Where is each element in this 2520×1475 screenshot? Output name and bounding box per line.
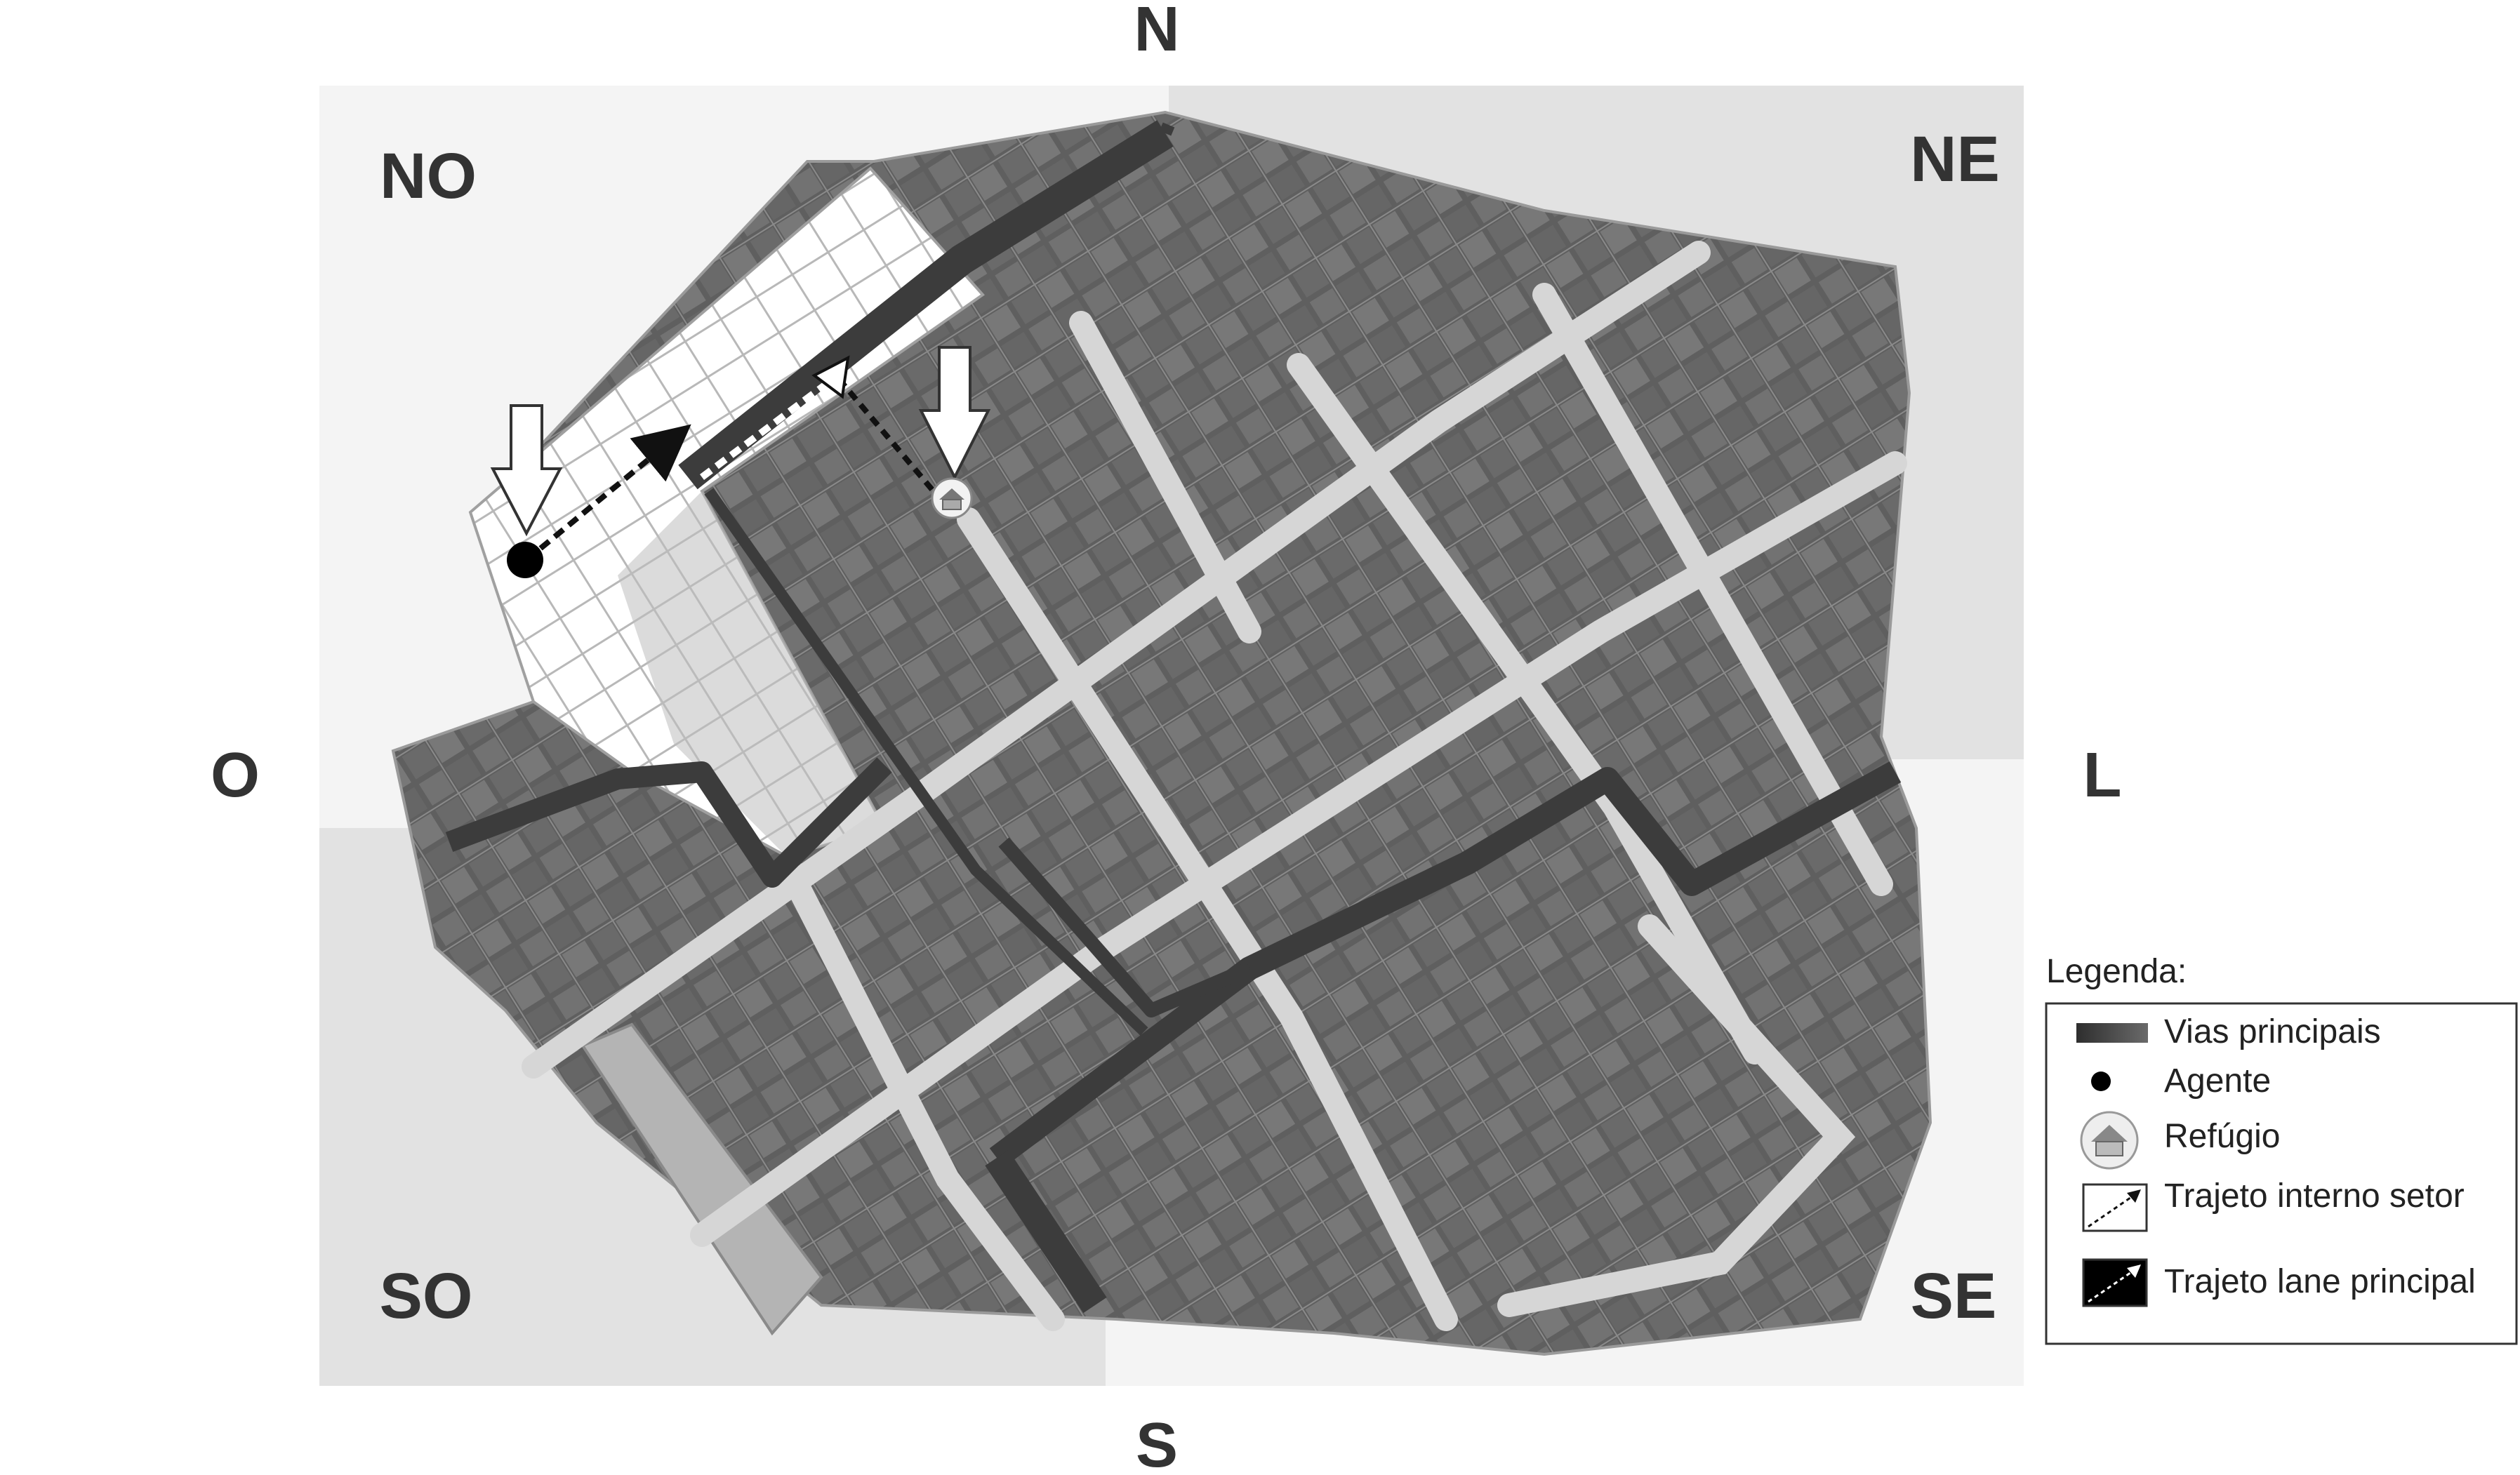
main-roads: [445, 120, 1902, 1314]
filled-arrow-icon: [2082, 1258, 2148, 1307]
streets: [522, 241, 1907, 1331]
main-road: [445, 757, 892, 888]
transparent-sector-overlay: [618, 491, 884, 856]
main-road: [678, 120, 1174, 490]
route-arrowhead: [811, 355, 850, 399]
down-arrow-icon: [918, 346, 991, 481]
shelter-marker: [931, 477, 973, 519]
street: [957, 507, 1458, 1331]
shelter-icon: [2080, 1111, 2139, 1170]
legend-item-agent: Agente: [2164, 1062, 2271, 1100]
main-lane-route: [700, 380, 830, 480]
street: [1532, 283, 1893, 896]
compass-labels: N S O L: [211, 0, 2122, 1475]
down-arrow-icon: [490, 404, 563, 537]
pointer-arrow-shelter: [918, 346, 991, 481]
main-road: [989, 761, 1902, 1168]
quadrant-se-label: SE: [1911, 1260, 1997, 1332]
quadrant-sw-label: SO: [380, 1260, 473, 1332]
legend-title: Legenda:: [2046, 953, 2187, 990]
route-annotations: [490, 346, 991, 578]
street: [1497, 914, 1856, 1317]
compass-west: O: [211, 740, 260, 810]
street: [1069, 311, 1261, 643]
dotted-arrow-icon: [2082, 1183, 2148, 1232]
pointer-arrow-agent: [490, 404, 563, 537]
agent-dot-icon: [2091, 1072, 2111, 1091]
main-road: [704, 488, 1148, 1036]
legend: Legenda: Vias principais Agente Refúgio …: [2045, 953, 2518, 1345]
quadrant-nw-label: NO: [380, 140, 477, 212]
legend-item-shelter: Refúgio: [2164, 1118, 2280, 1155]
shelter-body: [942, 499, 962, 510]
legend-item-main-roads: Vias principais: [2164, 1013, 2381, 1050]
legend-item-main-lane-route: Trajeto lane principal: [2164, 1263, 2476, 1300]
main-road-swatch: [2076, 1023, 2148, 1043]
quadrant-labels: NO NE SO SE: [380, 124, 2000, 1332]
main-road: [985, 1149, 1107, 1314]
compass-east: L: [2083, 740, 2122, 810]
legend-item-inner-route: Trajeto interno setor: [2164, 1177, 2465, 1215]
inner-sector-route: [524, 424, 691, 563]
quadrant-ne-label: NE: [1910, 124, 2000, 195]
main-lane-route-to-shelter: [836, 377, 947, 506]
agent-dot: [507, 542, 543, 578]
main-road: [1159, 122, 1175, 136]
shelter-roof: [939, 488, 964, 500]
compass-north: N: [1134, 0, 1180, 65]
main-road: [998, 837, 1252, 1017]
street: [781, 865, 1065, 1331]
street: [1287, 353, 1767, 1064]
compass-south: S: [1136, 1410, 1178, 1475]
